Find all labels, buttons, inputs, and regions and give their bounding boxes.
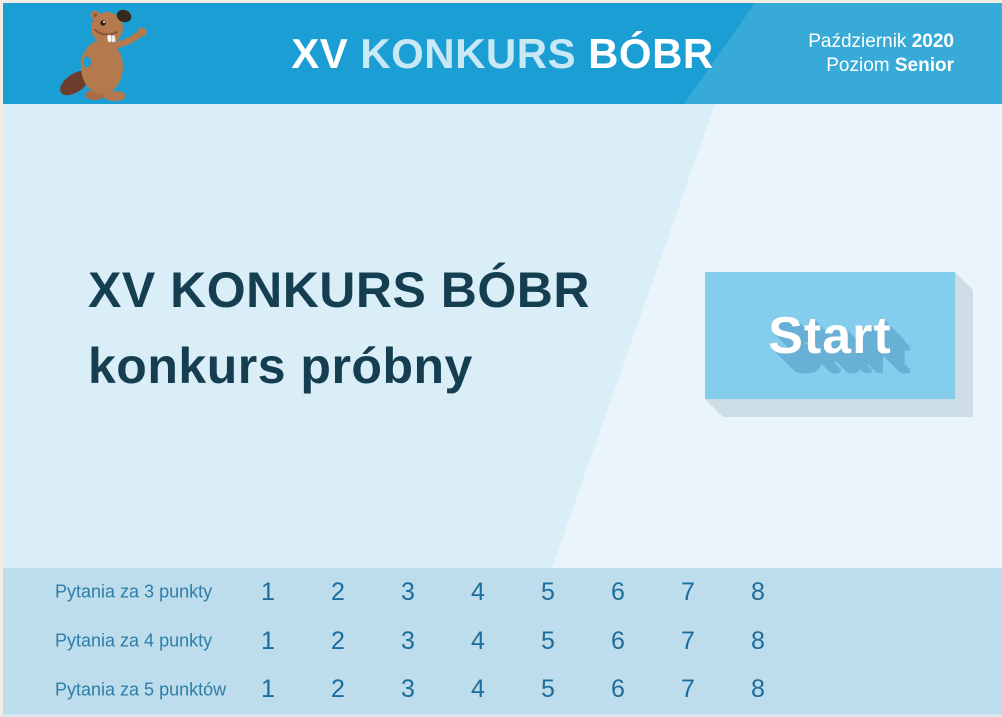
contest-title-konkurs: KONKURS (360, 29, 577, 77)
question-number[interactable]: 6 (611, 577, 625, 606)
question-row-label: Pytania za 3 punkty (55, 581, 213, 602)
question-number[interactable]: 8 (751, 675, 765, 704)
question-number[interactable]: 1 (261, 675, 275, 704)
question-number[interactable]: 6 (611, 675, 625, 704)
question-number[interactable]: 4 (471, 577, 485, 606)
question-number[interactable]: 3 (401, 577, 415, 606)
question-number[interactable]: 7 (681, 675, 695, 704)
contest-title-bobr: BÓBR (588, 29, 714, 77)
question-number[interactable]: 1 (261, 577, 275, 606)
question-numbers: 1 2 3 4 5 6 7 8 (233, 568, 793, 617)
question-number[interactable]: 7 (681, 626, 695, 655)
question-row: Pytania za 5 punktów 1 2 3 4 5 6 7 8 (3, 665, 1002, 714)
contest-title: XV KONKURS BÓBR (3, 3, 1002, 104)
contest-year: 2020 (911, 31, 954, 52)
question-row-label: Pytania za 5 punktów (55, 679, 227, 700)
beaver-mascot-icon (60, 9, 147, 101)
question-row: Pytania za 3 punkty 1 2 3 4 5 6 7 8 (3, 568, 1002, 617)
question-numbers: 1 2 3 4 5 6 7 8 (233, 665, 793, 714)
contest-info: Październik 2020 Poziom Senior (808, 30, 954, 78)
question-number[interactable]: 2 (331, 626, 345, 655)
question-number[interactable]: 5 (541, 577, 555, 606)
question-number[interactable]: 2 (331, 675, 345, 704)
question-number[interactable]: 8 (751, 626, 765, 655)
level-value: Senior (894, 55, 954, 76)
contest-title-xv: XV (291, 29, 349, 77)
page-title: XV KONKURS BÓBR konkurs próbny (88, 252, 590, 404)
question-number[interactable]: 4 (471, 626, 485, 655)
question-number[interactable]: 5 (541, 626, 555, 655)
page-title-line2: konkurs próbny (88, 338, 473, 394)
contest-date: Październik 2020 (808, 30, 954, 54)
question-row: Pytania za 4 punkty 1 2 3 4 5 6 7 8 (3, 617, 1002, 666)
page-title-line1: XV KONKURS BÓBR (88, 262, 590, 318)
question-numbers: 1 2 3 4 5 6 7 8 (233, 617, 793, 666)
question-number[interactable]: 2 (331, 577, 345, 606)
question-number[interactable]: 7 (681, 577, 695, 606)
contest-month: Październik (808, 31, 907, 52)
contest-level: Poziom Senior (808, 54, 954, 78)
question-number[interactable]: 4 (471, 675, 485, 704)
question-number[interactable]: 3 (401, 675, 415, 704)
question-number[interactable]: 8 (751, 577, 765, 606)
question-rows: Pytania za 3 punkty 1 2 3 4 5 6 7 8 Pytania za 4 … (3, 568, 1002, 714)
header: XV KONKURS BÓBR Październik 2020 Poziom … (3, 3, 1002, 104)
question-row-label: Pytania za 4 punkty (55, 630, 213, 651)
question-number[interactable]: 1 (261, 626, 275, 655)
question-number[interactable]: 5 (541, 675, 555, 704)
question-number[interactable]: 3 (401, 626, 415, 655)
question-number[interactable]: 6 (611, 626, 625, 655)
level-label: Poziom (826, 55, 890, 76)
start-button[interactable]: Start (705, 272, 955, 399)
main-area: XV KONKURS BÓBR konkurs próbny Start (3, 104, 1002, 568)
